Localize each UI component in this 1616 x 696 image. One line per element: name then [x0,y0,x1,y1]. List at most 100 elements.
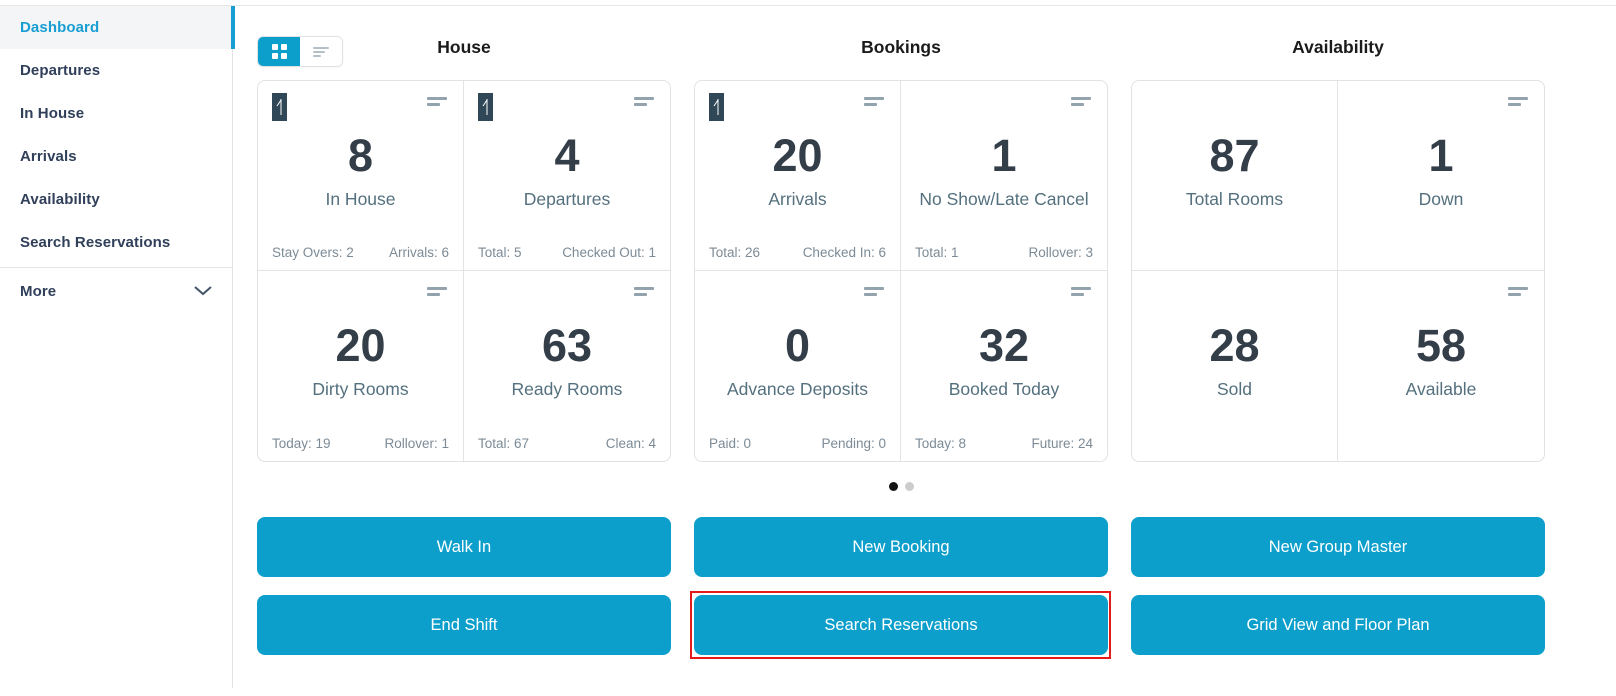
menu-icon[interactable] [1508,97,1528,106]
pagination-dot-2[interactable] [904,482,914,491]
stat-value: 0 [784,320,811,371]
sidebar-item-dashboard[interactable]: Dashboard [0,6,235,49]
bookings-panel: 20 Arrivals Total: 26 Checked In: 6 1 No… [694,80,1108,462]
stat-label: Advance Deposits [726,378,869,399]
stat-card-booked-today[interactable]: 32 Booked Today Today: 8 Future: 24 [901,271,1107,461]
stat-right: Arrivals: 6 [388,245,449,260]
sidebar-item-label: In House [20,105,85,122]
grid-view-floor-plan-button[interactable]: Grid View and Floor Plan [1131,595,1545,655]
stat-left: Stay Overs: 2 [272,245,354,260]
menu-icon[interactable] [1071,287,1091,296]
stat-card-no-show[interactable]: 1 No Show/Late Cancel Total: 1 Rollover:… [901,81,1107,271]
stat-card-available[interactable]: 58 Available [1338,271,1544,461]
list-view-icon [313,45,329,59]
stat-left: Total: 5 [478,245,522,260]
stat-left: Today: 19 [272,436,331,451]
end-shift-button[interactable]: End Shift [257,595,671,655]
stat-footer: Total: 26 Checked In: 6 [709,245,886,260]
menu-icon[interactable] [1071,97,1091,106]
menu-icon[interactable] [864,287,884,296]
stat-value: 32 [978,320,1030,371]
stat-left: Total: 26 [709,245,761,260]
view-toggle [257,36,343,67]
stat-label: No Show/Late Cancel [919,188,1089,209]
section-title-bookings: Bookings [861,37,941,57]
sidebar-item-availability[interactable]: Availability [0,178,232,221]
stat-left: Total: 1 [915,245,959,260]
stat-card-advance-deposits[interactable]: 0 Advance Deposits Paid: 0 Pending: 0 [695,271,901,461]
menu-icon[interactable] [1508,287,1528,296]
sidebar-item-label: Arrivals [20,148,77,165]
stat-right: Rollover: 1 [384,436,449,451]
stat-card-dirty-rooms[interactable]: 20 Dirty Rooms Today: 19 Rollover: 1 [258,271,464,461]
stat-right: Rollover: 3 [1028,245,1093,260]
flag-icon [709,93,724,121]
stat-label: Down [1418,188,1464,209]
stat-left: Paid: 0 [709,436,752,451]
sidebar-item-label: Dashboard [20,19,100,36]
list-view-button[interactable] [300,37,342,66]
new-group-master-button[interactable]: New Group Master [1131,517,1545,577]
stat-left: Total: 67 [478,436,530,451]
stat-footer: Today: 19 Rollover: 1 [272,436,449,451]
menu-icon[interactable] [634,97,654,106]
stat-card-sold[interactable]: 28 Sold [1132,271,1338,461]
stat-value: 4 [554,130,580,181]
stat-value: 20 [772,130,823,181]
menu-icon[interactable] [427,287,447,296]
stat-value: 20 [335,320,386,371]
stat-right: Checked In: 6 [802,245,886,260]
stat-footer: Total: 5 Checked Out: 1 [478,245,656,260]
grid-view-button[interactable] [258,37,300,66]
stat-footer: Total: 1 Rollover: 3 [915,245,1093,260]
stat-value: 1 [1428,130,1454,181]
stat-card-arrivals[interactable]: 20 Arrivals Total: 26 Checked In: 6 [695,81,901,271]
sidebar-item-label: Departures [20,62,101,79]
new-booking-button[interactable]: New Booking [694,517,1108,577]
flag-icon [478,93,493,121]
stat-label: Booked Today [948,378,1060,399]
sidebar-item-in-house[interactable]: In House [0,92,232,135]
sidebar-item-more[interactable]: More [0,268,232,314]
pagination-dot-1[interactable] [888,482,898,491]
stat-value: 58 [1415,320,1467,371]
stat-value: 8 [347,130,374,181]
stat-card-in-house[interactable]: 8 In House Stay Overs: 2 Arrivals: 6 [258,81,464,271]
active-indicator-bar [231,6,235,49]
stat-label: Departures [523,188,611,209]
stat-footer: Total: 67 Clean: 4 [478,436,656,451]
flag-icon [272,93,287,121]
menu-icon[interactable] [427,97,447,106]
sidebar-item-label: More [20,282,57,300]
walk-in-button[interactable]: Walk In [257,517,671,577]
sidebar: Dashboard Departures In House Arrivals A… [0,6,235,688]
stat-card-total-rooms[interactable]: 87 Total Rooms [1132,81,1338,271]
stat-right: Clean: 4 [605,436,656,451]
sidebar-item-departures[interactable]: Departures [0,49,232,92]
stat-right: Pending: 0 [821,436,886,451]
chevron-down-icon [194,286,212,296]
stat-card-ready-rooms[interactable]: 63 Ready Rooms Total: 67 Clean: 4 [464,271,670,461]
stat-value: 28 [1209,320,1260,371]
search-reservations-button[interactable]: Search Reservations [694,595,1108,655]
house-panel: 8 In House Stay Overs: 2 Arrivals: 6 4 D… [257,80,671,462]
stat-label: In House [325,188,396,209]
stat-value: 1 [991,130,1017,181]
section-title-house: House [437,37,491,57]
availability-panel: 87 Total Rooms 1 Down 28 Sold 58 Availab… [1131,80,1545,462]
stat-right: Future: 24 [1031,436,1093,451]
stat-label: Available [1405,378,1477,399]
menu-icon[interactable] [864,97,884,106]
stat-card-down[interactable]: 1 Down [1338,81,1544,271]
stat-left: Today: 8 [915,436,967,451]
stat-card-departures[interactable]: 4 Departures Total: 5 Checked Out: 1 [464,81,670,271]
stat-label: Sold [1216,378,1253,399]
stat-label: Ready Rooms [511,378,623,399]
menu-icon[interactable] [634,287,654,296]
sidebar-item-search-reservations[interactable]: Search Reservations [0,221,232,264]
sidebar-item-arrivals[interactable]: Arrivals [0,135,232,178]
carousel-pagination [257,482,1545,491]
top-divider [0,5,1616,6]
section-title-availability: Availability [1292,37,1384,57]
